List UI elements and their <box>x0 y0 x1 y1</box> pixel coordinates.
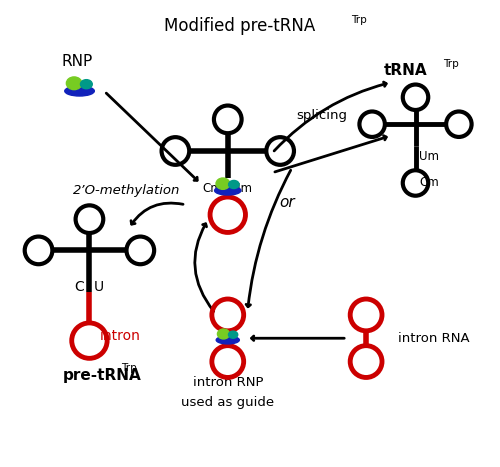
Ellipse shape <box>218 329 230 339</box>
Text: or: or <box>279 195 295 210</box>
Text: 2’O-methylation: 2’O-methylation <box>73 184 180 197</box>
Text: Cm: Cm <box>420 176 439 189</box>
Text: pre-tRNA: pre-tRNA <box>62 368 141 383</box>
Ellipse shape <box>80 80 92 89</box>
Text: intron RNA: intron RNA <box>398 332 470 345</box>
Text: Um: Um <box>420 149 440 163</box>
Ellipse shape <box>216 336 240 344</box>
Text: U: U <box>94 281 104 294</box>
Text: splicing: splicing <box>296 109 347 122</box>
Text: C: C <box>74 281 84 294</box>
Ellipse shape <box>228 180 239 189</box>
Text: intron RNP: intron RNP <box>192 376 263 389</box>
Ellipse shape <box>228 331 237 338</box>
Ellipse shape <box>214 186 241 195</box>
Ellipse shape <box>66 77 82 90</box>
Text: RNP: RNP <box>62 54 92 69</box>
Text: Um: Um <box>232 182 252 195</box>
Text: Modified pre-tRNA: Modified pre-tRNA <box>164 17 316 35</box>
Ellipse shape <box>65 86 94 96</box>
Ellipse shape <box>216 178 230 189</box>
Text: Trp: Trp <box>122 363 138 373</box>
Text: Trp: Trp <box>442 59 458 69</box>
Text: Trp: Trp <box>352 14 367 25</box>
Text: intron: intron <box>100 329 140 343</box>
Text: Cm: Cm <box>202 182 222 195</box>
Text: tRNA: tRNA <box>384 63 428 78</box>
Text: used as guide: used as guide <box>181 396 274 409</box>
